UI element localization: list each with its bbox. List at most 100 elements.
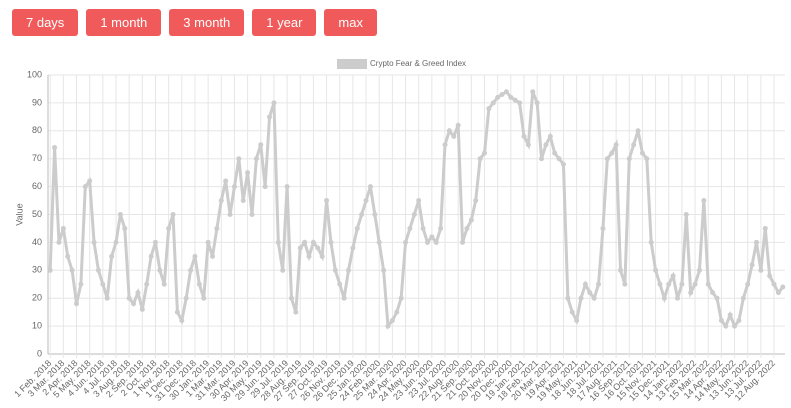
data-point	[157, 267, 163, 273]
data-point	[749, 262, 755, 268]
data-point	[718, 318, 724, 324]
range-button[interactable]: 3 month	[169, 9, 245, 36]
data-point	[363, 198, 369, 204]
data-point	[521, 133, 527, 139]
legend-label: Crypto Fear & Greed Index	[370, 59, 466, 68]
data-point	[626, 156, 632, 162]
data-point	[214, 225, 220, 231]
data-point	[104, 295, 110, 301]
data-point	[354, 225, 360, 231]
data-point	[288, 295, 294, 301]
data-point	[503, 89, 509, 95]
data-point	[411, 212, 417, 217]
data-point	[381, 267, 387, 273]
data-point	[705, 281, 711, 287]
range-button[interactable]: 7 days	[12, 9, 79, 36]
range-button[interactable]: 1 month	[86, 9, 162, 36]
data-point	[332, 267, 338, 273]
data-point	[131, 301, 137, 307]
data-point	[407, 225, 413, 231]
data-point	[692, 281, 698, 287]
data-point	[306, 253, 312, 259]
data-point	[262, 184, 268, 190]
data-point	[389, 318, 395, 324]
data-point	[424, 239, 430, 245]
data-point	[508, 94, 514, 100]
data-point	[192, 253, 198, 259]
range-button[interactable]: 1 year	[252, 9, 317, 36]
data-point	[267, 114, 273, 120]
data-point	[231, 184, 237, 190]
data-point	[236, 156, 242, 162]
data-point	[609, 150, 615, 156]
data-point	[227, 212, 233, 217]
data-point	[218, 198, 224, 204]
data-point	[530, 89, 536, 95]
data-point	[657, 281, 663, 287]
data-point	[161, 281, 167, 287]
data-point	[328, 239, 334, 245]
data-point	[398, 295, 404, 301]
data-point	[210, 253, 216, 259]
data-point	[223, 178, 229, 184]
data-point	[179, 318, 185, 324]
data-point	[372, 212, 378, 217]
data-point	[696, 267, 702, 273]
data-point	[732, 323, 738, 329]
data-point	[604, 156, 610, 162]
data-point	[385, 323, 391, 329]
data-point	[152, 239, 158, 245]
data-point	[65, 253, 71, 259]
data-point	[486, 105, 492, 111]
data-point	[648, 239, 654, 245]
data-point	[670, 273, 676, 279]
data-point	[582, 281, 588, 287]
data-point	[556, 156, 562, 162]
data-point	[95, 267, 101, 273]
data-point	[284, 184, 290, 190]
data-point	[126, 295, 132, 301]
data-point	[666, 281, 672, 287]
data-point	[622, 281, 628, 287]
data-point	[91, 239, 97, 245]
data-point	[569, 309, 575, 315]
data-point	[753, 239, 759, 245]
data-point	[552, 150, 558, 156]
data-point	[166, 225, 172, 231]
data-point	[740, 295, 746, 301]
data-point	[74, 301, 80, 307]
data-point	[613, 142, 619, 148]
data-point	[477, 156, 483, 162]
data-point	[47, 267, 53, 273]
data-point	[416, 198, 422, 204]
y-tick-label: 70	[32, 153, 42, 163]
y-tick-label: 40	[32, 237, 42, 247]
data-point	[135, 290, 141, 296]
data-point	[324, 198, 330, 204]
data-point	[631, 142, 637, 148]
y-tick-label: 10	[32, 320, 42, 330]
data-point	[661, 295, 667, 301]
data-point	[183, 295, 189, 301]
data-point	[100, 281, 106, 287]
data-point	[727, 312, 733, 318]
data-point	[293, 309, 299, 315]
data-point	[60, 225, 66, 231]
y-tick-label: 20	[32, 293, 42, 303]
data-point	[688, 290, 694, 296]
data-point	[723, 323, 729, 329]
legend: Crypto Fear & Greed Index	[337, 59, 466, 69]
data-point	[587, 290, 593, 296]
data-point	[196, 281, 202, 287]
data-point	[473, 198, 479, 204]
data-point	[762, 225, 768, 231]
range-button[interactable]: max	[324, 9, 377, 36]
data-point	[82, 184, 88, 190]
data-point	[468, 217, 474, 223]
data-point	[451, 133, 457, 139]
data-point	[534, 100, 540, 106]
data-point	[201, 295, 207, 301]
data-point	[275, 239, 281, 245]
